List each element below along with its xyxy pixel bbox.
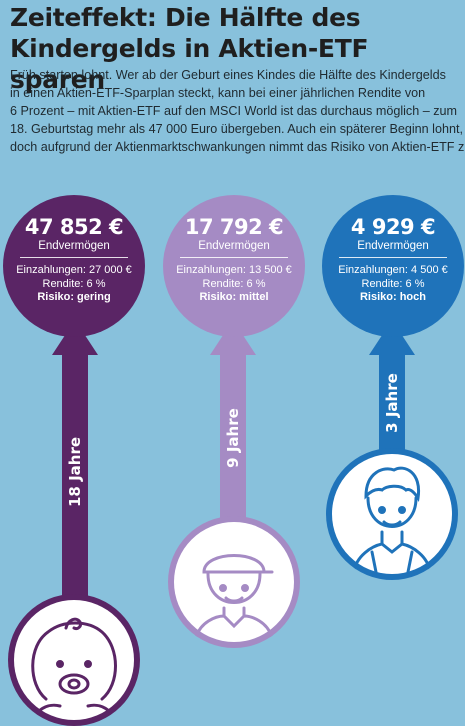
return-text: Rendite: 6 % xyxy=(361,277,425,290)
payments-text: Einzahlungen: 27 000 € xyxy=(16,264,132,276)
result-circle: 17 792 € Endvermögen Einzahlungen: 13 50… xyxy=(163,195,305,337)
intro-text: Früh starten lohnt. Wer ab der Geburt ei… xyxy=(10,66,465,156)
duration-label: 3 Jahre xyxy=(383,373,401,433)
duration-arrow-18 xyxy=(52,320,98,620)
baby-icon xyxy=(8,594,140,726)
final-amount: 17 792 € xyxy=(184,215,284,239)
divider xyxy=(180,257,288,258)
intro-line: 18. Geburtstag mehr als 47 000 Euro über… xyxy=(10,122,463,136)
result-circle: 4 929 € Endvermögen Einzahlungen: 4 500 … xyxy=(322,195,464,337)
intro-line: Früh starten lohnt. Wer ab der Geburt ei… xyxy=(10,68,446,82)
duration-label: 18 Jahre xyxy=(66,436,84,508)
teen-icon xyxy=(326,448,458,580)
duration-arrow-9 xyxy=(210,320,256,560)
divider xyxy=(20,257,128,258)
intro-line: in einen Aktien-ETF-Sparplan steckt, kan… xyxy=(10,86,426,100)
duration-label: 9 Jahre xyxy=(224,408,242,468)
duration-arrow-3 xyxy=(369,320,415,470)
amount-label: Endvermögen xyxy=(198,240,270,252)
intro-line: doch aufgrund der Aktienmarktschwankunge… xyxy=(10,140,465,154)
risk-text: Risiko: gering xyxy=(37,291,111,303)
final-amount: 4 929 € xyxy=(350,215,436,239)
title-line: Zeiteffekt: Die Hälfte des xyxy=(10,3,361,32)
amount-label: Endvermögen xyxy=(38,240,110,252)
intro-line: 6 Prozent – mit Aktien-ETF auf den MSCI … xyxy=(10,104,458,118)
amount-label: Endvermögen xyxy=(357,240,429,252)
risk-text: Risiko: hoch xyxy=(359,291,426,303)
final-amount: 47 852 € xyxy=(24,215,124,239)
return-text: Rendite: 6 % xyxy=(42,277,106,290)
divider xyxy=(339,257,447,258)
page-title: Zeiteffekt: Die Hälfte des Kindergelds i… xyxy=(10,2,460,95)
result-circle: 47 852 € Endvermögen Einzahlungen: 27 00… xyxy=(3,195,145,337)
payments-text: Einzahlungen: 13 500 € xyxy=(176,264,292,276)
title-line: Kindergelds in Aktien-ETF sparen xyxy=(10,34,369,94)
child-icon xyxy=(168,516,300,648)
payments-text: Einzahlungen: 4 500 € xyxy=(338,264,448,276)
risk-text: Risiko: mittel xyxy=(199,291,269,303)
return-text: Rendite: 6 % xyxy=(202,277,266,290)
